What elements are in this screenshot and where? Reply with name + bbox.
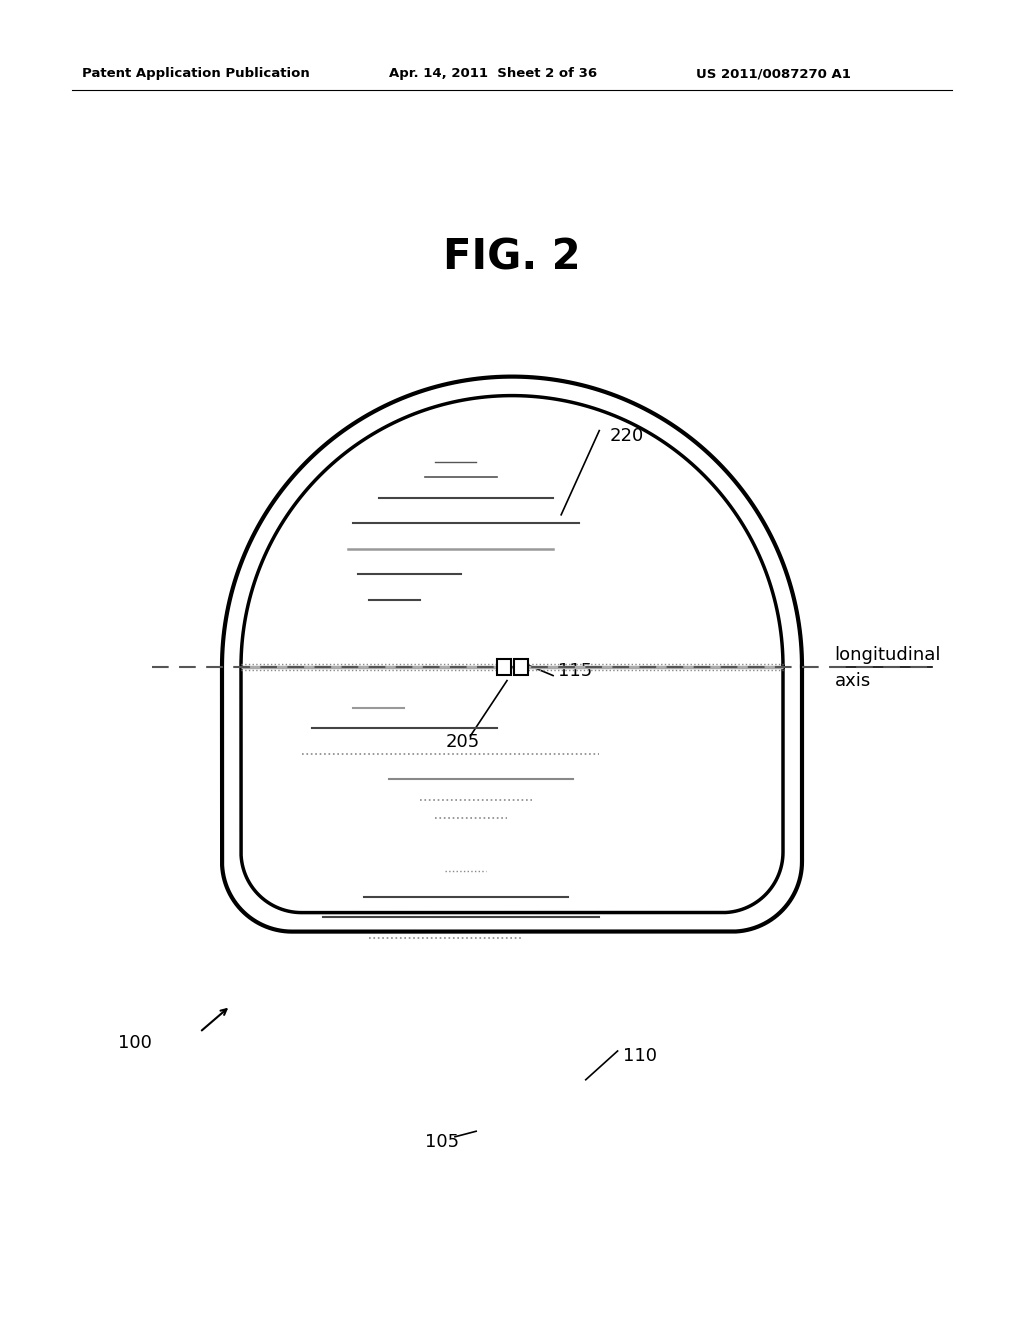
Polygon shape — [222, 376, 802, 932]
Text: 115: 115 — [558, 661, 592, 680]
Text: 220: 220 — [609, 426, 643, 445]
Text: Patent Application Publication: Patent Application Publication — [82, 67, 309, 81]
Text: FIG. 2: FIG. 2 — [443, 236, 581, 279]
Text: 105: 105 — [425, 1133, 459, 1151]
Text: Apr. 14, 2011  Sheet 2 of 36: Apr. 14, 2011 Sheet 2 of 36 — [389, 67, 597, 81]
Text: 100: 100 — [118, 1034, 152, 1052]
Text: US 2011/0087270 A1: US 2011/0087270 A1 — [696, 67, 851, 81]
Text: 110: 110 — [623, 1047, 656, 1065]
Text: 205: 205 — [445, 733, 479, 751]
Bar — [513, 659, 527, 675]
Text: longitudinal: longitudinal — [835, 645, 941, 664]
Text: axis: axis — [835, 672, 870, 689]
Polygon shape — [241, 396, 783, 912]
Bar — [497, 659, 511, 675]
